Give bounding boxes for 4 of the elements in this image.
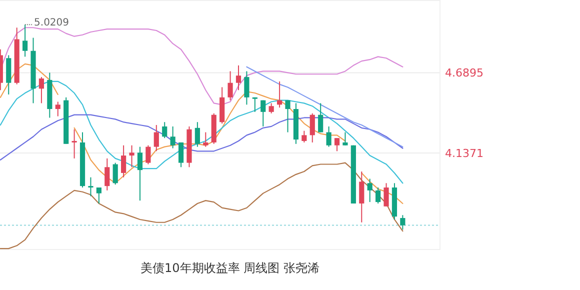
y-tick-label: 4.1371 — [445, 147, 484, 160]
annotation: 5.0209 — [34, 18, 70, 29]
text: 美债10年期收益率 周线图 张尧浠 — [140, 261, 320, 275]
y-tick-label: 4.6895 — [445, 66, 484, 80]
